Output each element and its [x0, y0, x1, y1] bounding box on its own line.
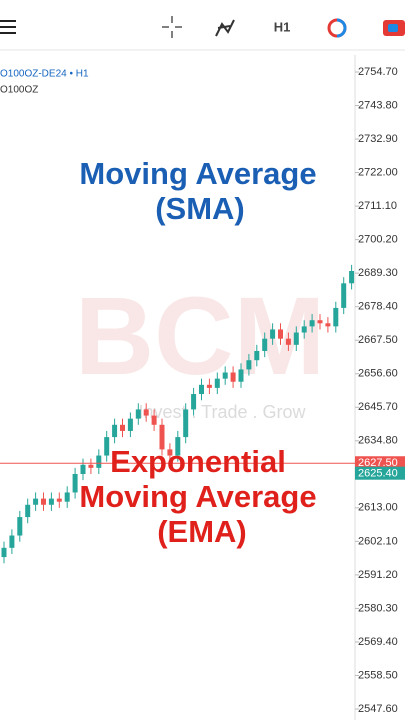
- candle-body: [41, 498, 46, 505]
- candle-body: [238, 369, 244, 382]
- candle-body: [341, 283, 347, 308]
- candle-body: [64, 492, 70, 502]
- candle-body: [262, 338, 268, 351]
- ema-label: (EMA): [157, 514, 247, 549]
- candle-body: [317, 320, 323, 324]
- candle-body: [349, 271, 355, 284]
- candle-body: [206, 384, 212, 388]
- ema-label: Moving Average: [79, 479, 316, 514]
- y-tick-label: 2645.70: [358, 401, 398, 413]
- candle-body: [254, 350, 260, 361]
- candle-body: [191, 394, 197, 410]
- price-tag-label: 2625.40: [358, 468, 398, 480]
- candle-body: [143, 409, 149, 416]
- candle-body: [183, 409, 189, 438]
- candle-body: [72, 474, 78, 493]
- candle-body: [293, 332, 299, 345]
- candle-body: [175, 437, 181, 456]
- y-tick-label: 2547.60: [358, 703, 398, 715]
- toolbar: [0, 0, 405, 50]
- candle-body: [278, 329, 283, 339]
- symbol-title: O100OZ-DE24 • H1: [0, 69, 89, 80]
- y-tick-label: 2667.50: [358, 334, 398, 346]
- y-tick-label: 2591.20: [358, 569, 398, 581]
- indicator-icon[interactable]: [215, 19, 235, 37]
- y-tick-label: 2689.30: [358, 267, 398, 279]
- candle-body: [159, 424, 165, 450]
- candle-body: [127, 418, 133, 431]
- y-tick-label: 2700.20: [358, 234, 398, 246]
- candle-body: [88, 464, 94, 468]
- watermark-tagline: Invest . Trade . Grow: [138, 402, 306, 422]
- candle-body: [9, 535, 15, 548]
- candle-body: [333, 307, 339, 327]
- ema-label: Exponential: [110, 444, 286, 479]
- candle-body: [285, 338, 291, 345]
- candle-body: [135, 409, 141, 419]
- crosshair-icon[interactable]: [162, 16, 182, 38]
- candle-body: [301, 326, 307, 333]
- watermark: BCM: [75, 275, 326, 398]
- candle-body: [56, 498, 62, 502]
- price-tag-label: 2627.50: [358, 457, 398, 469]
- price-tag: [355, 456, 405, 470]
- candle-body: [33, 498, 39, 505]
- y-tick-label: 2743.80: [358, 99, 398, 111]
- candle-body: [104, 437, 110, 456]
- menu-icon[interactable]: [0, 20, 16, 34]
- y-tick-label: 2580.30: [358, 602, 398, 614]
- y-tick-label: 2569.40: [358, 636, 398, 648]
- candle-body: [151, 415, 157, 425]
- sma-label: Moving Average: [79, 156, 316, 191]
- y-tick-label: 2711.10: [358, 200, 397, 212]
- y-tick-label: 2754.70: [358, 66, 398, 78]
- candle-body: [309, 320, 315, 327]
- candle-body: [17, 517, 23, 536]
- candle-body: [96, 455, 102, 468]
- y-tick-label: 2722.00: [358, 166, 398, 178]
- candle-body: [214, 378, 220, 388]
- price-tag: [355, 466, 405, 480]
- theme-icon[interactable]: [327, 18, 347, 38]
- candle-body: [48, 498, 54, 505]
- y-tick-label: 2656.60: [358, 368, 398, 380]
- sma-label: (SMA): [155, 191, 245, 226]
- candle-body: [199, 384, 204, 395]
- y-tick-label: 2634.80: [358, 435, 398, 447]
- candle-body: [120, 424, 125, 431]
- candle-body: [230, 372, 236, 382]
- candle-body: [1, 547, 7, 558]
- y-tick-label: 2678.40: [358, 301, 398, 313]
- candle-body: [112, 424, 118, 438]
- y-tick-label: 2602.10: [358, 535, 398, 547]
- candle-body: [80, 464, 86, 475]
- candle-body: [25, 504, 31, 518]
- candle-body: [222, 372, 228, 379]
- candle-body: [270, 329, 276, 339]
- y-tick-label: 2613.00: [358, 502, 398, 514]
- candle-body: [167, 449, 173, 456]
- y-tick-label: 2558.50: [358, 669, 398, 681]
- symbol-name: O100OZ: [0, 85, 38, 96]
- candle-body: [325, 323, 331, 327]
- candle-body: [246, 360, 252, 370]
- timeframe[interactable]: H1: [274, 19, 291, 34]
- y-tick-label: 2732.90: [358, 133, 398, 145]
